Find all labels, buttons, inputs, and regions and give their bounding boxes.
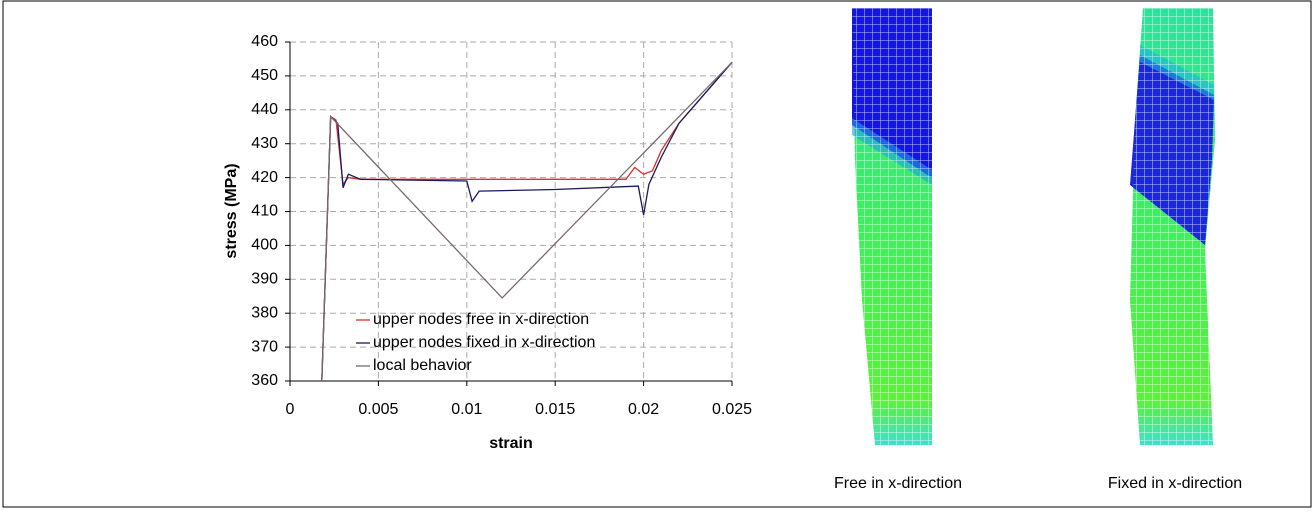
image-caption: Free in x-direction [834, 475, 962, 492]
series-line [321, 61, 733, 382]
legend-label: local behavior [373, 357, 472, 374]
y-tick-label: 380 [251, 304, 278, 321]
y-tick-label: 460 [251, 33, 278, 50]
image-caption: Fixed in x-direction [1108, 475, 1242, 492]
x-tick-label: 0.005 [358, 401, 398, 418]
y-tick-label: 430 [251, 135, 278, 152]
x-tick-label: 0.015 [535, 401, 575, 418]
series-line [321, 61, 733, 382]
mesh-fixed [1130, 8, 1215, 445]
y-tick-label: 400 [251, 237, 278, 254]
y-tick-label: 440 [251, 101, 278, 118]
y-tick-label: 390 [251, 271, 278, 288]
x-tick-label: 0.01 [451, 401, 482, 418]
legend-label: upper nodes free in x-direction [373, 311, 589, 328]
x-tick-label: 0.02 [628, 401, 659, 418]
y-tick-label: 370 [251, 338, 278, 355]
y-tick-label: 360 [251, 372, 278, 389]
y-tick-label: 410 [251, 203, 278, 220]
x-tick-label: 0 [286, 401, 295, 418]
x-axis-title: strain [489, 435, 533, 452]
y-tick-label: 420 [251, 169, 278, 186]
series-line [321, 61, 733, 382]
x-tick-label: 0.025 [712, 401, 752, 418]
mesh-free [852, 8, 932, 445]
legend-label: upper nodes fixed in x-direction [373, 334, 595, 351]
y-axis-title: stress (MPa) [223, 163, 240, 258]
y-tick-label: 450 [251, 67, 278, 84]
